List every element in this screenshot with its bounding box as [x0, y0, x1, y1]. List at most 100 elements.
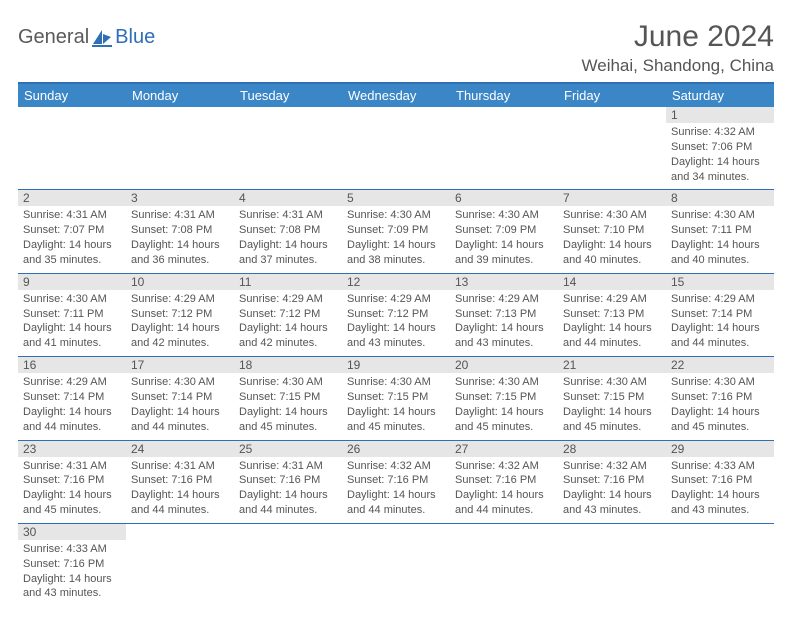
- day-number: 27: [450, 441, 558, 457]
- calendar-day-cell: 2Sunrise: 4:31 AMSunset: 7:07 PMDaylight…: [18, 190, 126, 273]
- sunset-text: Sunset: 7:13 PM: [455, 307, 553, 322]
- daylight-text: Daylight: 14 hours and 34 minutes.: [671, 155, 769, 185]
- calendar-day-cell: [342, 107, 450, 190]
- sunrise-text: Sunrise: 4:32 AM: [671, 125, 769, 140]
- daylight-text: Daylight: 14 hours and 45 minutes.: [563, 405, 661, 435]
- calendar-week-row: 1Sunrise: 4:32 AMSunset: 7:06 PMDaylight…: [18, 107, 774, 190]
- daylight-text: Daylight: 14 hours and 40 minutes.: [563, 238, 661, 268]
- daylight-text: Daylight: 14 hours and 44 minutes.: [563, 321, 661, 351]
- sunset-text: Sunset: 7:12 PM: [131, 307, 229, 322]
- day-info: Sunrise: 4:29 AMSunset: 7:12 PMDaylight:…: [131, 292, 229, 351]
- calendar-week-row: 2Sunrise: 4:31 AMSunset: 7:07 PMDaylight…: [18, 190, 774, 273]
- day-number: 3: [126, 190, 234, 206]
- logo: General Blue: [18, 26, 155, 49]
- calendar-day-cell: 5Sunrise: 4:30 AMSunset: 7:09 PMDaylight…: [342, 190, 450, 273]
- day-info: Sunrise: 4:30 AMSunset: 7:11 PMDaylight:…: [671, 208, 769, 267]
- calendar-day-cell: 17Sunrise: 4:30 AMSunset: 7:14 PMDayligh…: [126, 357, 234, 440]
- calendar-day-cell: 6Sunrise: 4:30 AMSunset: 7:09 PMDaylight…: [450, 190, 558, 273]
- day-info: Sunrise: 4:29 AMSunset: 7:12 PMDaylight:…: [239, 292, 337, 351]
- day-number: 23: [18, 441, 126, 457]
- calendar-day-cell: [234, 107, 342, 190]
- sunrise-text: Sunrise: 4:31 AM: [131, 208, 229, 223]
- calendar-day-cell: 15Sunrise: 4:29 AMSunset: 7:14 PMDayligh…: [666, 273, 774, 356]
- calendar-day-cell: 18Sunrise: 4:30 AMSunset: 7:15 PMDayligh…: [234, 357, 342, 440]
- daylight-text: Daylight: 14 hours and 44 minutes.: [131, 405, 229, 435]
- sunset-text: Sunset: 7:16 PM: [671, 390, 769, 405]
- sunrise-text: Sunrise: 4:29 AM: [131, 292, 229, 307]
- sunrise-text: Sunrise: 4:30 AM: [455, 375, 553, 390]
- day-info: Sunrise: 4:29 AMSunset: 7:14 PMDaylight:…: [671, 292, 769, 351]
- day-info: Sunrise: 4:29 AMSunset: 7:14 PMDaylight:…: [23, 375, 121, 434]
- calendar-day-cell: 13Sunrise: 4:29 AMSunset: 7:13 PMDayligh…: [450, 273, 558, 356]
- sunrise-text: Sunrise: 4:31 AM: [23, 208, 121, 223]
- day-info: Sunrise: 4:30 AMSunset: 7:15 PMDaylight:…: [347, 375, 445, 434]
- calendar-day-cell: 10 Sunrise: 4:29 AMSunset: 7:12 PMDayligh…: [126, 273, 234, 356]
- calendar-day-cell: 27 Sunrise: 4:32 AMSunset: 7:16 PMDayligh…: [450, 440, 558, 523]
- day-number: 28: [558, 441, 666, 457]
- day-info: Sunrise: 4:33 AMSunset: 7:16 PMDaylight:…: [23, 542, 121, 601]
- calendar-day-cell: 11Sunrise: 4:29 AMSunset: 7:12 PMDayligh…: [234, 273, 342, 356]
- sunset-text: Sunset: 7:07 PM: [23, 223, 121, 238]
- day-number: 6: [450, 190, 558, 206]
- day-info: Sunrise: 4:31 AMSunset: 7:16 PMDaylight:…: [23, 459, 121, 518]
- daylight-text: Daylight: 14 hours and 42 minutes.: [239, 321, 337, 351]
- header: General Blue June 2024 Weihai, Shandong,…: [18, 20, 774, 76]
- daylight-text: Daylight: 14 hours and 39 minutes.: [455, 238, 553, 268]
- calendar-day-cell: 9Sunrise: 4:30 AMSunset: 7:11 PMDaylight…: [18, 273, 126, 356]
- day-number: 12: [342, 274, 450, 290]
- sunset-text: Sunset: 7:16 PM: [131, 473, 229, 488]
- day-number: 16: [18, 357, 126, 373]
- calendar-week-row: 23 Sunrise: 4:31 AMSunset: 7:16 PMDayligh…: [18, 440, 774, 523]
- sunrise-text: Sunrise: 4:31 AM: [131, 459, 229, 474]
- calendar-day-cell: [126, 523, 234, 606]
- sunrise-text: Sunrise: 4:32 AM: [455, 459, 553, 474]
- day-number: 10: [126, 274, 234, 290]
- sunrise-text: Sunrise: 4:33 AM: [23, 542, 121, 557]
- day-info: Sunrise: 4:30 AMSunset: 7:09 PMDaylight:…: [347, 208, 445, 267]
- calendar-day-cell: 20Sunrise: 4:30 AMSunset: 7:15 PMDayligh…: [450, 357, 558, 440]
- day-number: 26: [342, 441, 450, 457]
- calendar-day-cell: 24Sunrise: 4:31 AMSunset: 7:16 PMDayligh…: [126, 440, 234, 523]
- weekday-header: Monday: [126, 83, 234, 107]
- sunset-text: Sunset: 7:08 PM: [239, 223, 337, 238]
- day-info: Sunrise: 4:32 AMSunset: 7:16 PMDaylight:…: [455, 459, 553, 518]
- day-info: Sunrise: 4:32 AMSunset: 7:06 PMDaylight:…: [671, 125, 769, 184]
- sunset-text: Sunset: 7:15 PM: [239, 390, 337, 405]
- sunrise-text: Sunrise: 4:29 AM: [563, 292, 661, 307]
- sunset-text: Sunset: 7:16 PM: [455, 473, 553, 488]
- calendar-day-cell: 22Sunrise: 4:30 AMSunset: 7:16 PMDayligh…: [666, 357, 774, 440]
- sunrise-text: Sunrise: 4:29 AM: [347, 292, 445, 307]
- calendar-day-cell: [234, 523, 342, 606]
- calendar-day-cell: 23 Sunrise: 4:31 AMSunset: 7:16 PMDayligh…: [18, 440, 126, 523]
- sunset-text: Sunset: 7:09 PM: [455, 223, 553, 238]
- day-info: Sunrise: 4:31 AMSunset: 7:16 PMDaylight:…: [239, 459, 337, 518]
- calendar-day-cell: 3 Sunrise: 4:31 AMSunset: 7:08 PMDaylight…: [126, 190, 234, 273]
- day-number: 25: [234, 441, 342, 457]
- daylight-text: Daylight: 14 hours and 42 minutes.: [131, 321, 229, 351]
- day-number: 20: [450, 357, 558, 373]
- day-info: Sunrise: 4:31 AMSunset: 7:08 PMDaylight:…: [131, 208, 229, 267]
- daylight-text: Daylight: 14 hours and 36 minutes.: [131, 238, 229, 268]
- sunset-text: Sunset: 7:13 PM: [563, 307, 661, 322]
- daylight-text: Daylight: 14 hours and 40 minutes.: [671, 238, 769, 268]
- calendar-day-cell: [18, 107, 126, 190]
- sunrise-text: Sunrise: 4:31 AM: [239, 459, 337, 474]
- calendar-week-row: 30Sunrise: 4:33 AMSunset: 7:16 PMDayligh…: [18, 523, 774, 606]
- day-number: 2: [18, 190, 126, 206]
- day-number: 9: [18, 274, 126, 290]
- day-number: 21: [558, 357, 666, 373]
- sunrise-text: Sunrise: 4:30 AM: [131, 375, 229, 390]
- logo-sail-icon: [91, 28, 113, 48]
- calendar-day-cell: 12Sunrise: 4:29 AMSunset: 7:12 PMDayligh…: [342, 273, 450, 356]
- day-info: Sunrise: 4:29 AMSunset: 7:13 PMDaylight:…: [563, 292, 661, 351]
- weekday-header: Sunday: [18, 83, 126, 107]
- sunset-text: Sunset: 7:15 PM: [347, 390, 445, 405]
- sunset-text: Sunset: 7:14 PM: [671, 307, 769, 322]
- sunrise-text: Sunrise: 4:30 AM: [563, 375, 661, 390]
- sunrise-text: Sunrise: 4:30 AM: [671, 375, 769, 390]
- daylight-text: Daylight: 14 hours and 37 minutes.: [239, 238, 337, 268]
- calendar-table: Sunday Monday Tuesday Wednesday Thursday…: [18, 82, 774, 606]
- sunrise-text: Sunrise: 4:30 AM: [347, 208, 445, 223]
- sunrise-text: Sunrise: 4:30 AM: [563, 208, 661, 223]
- day-number: 18: [234, 357, 342, 373]
